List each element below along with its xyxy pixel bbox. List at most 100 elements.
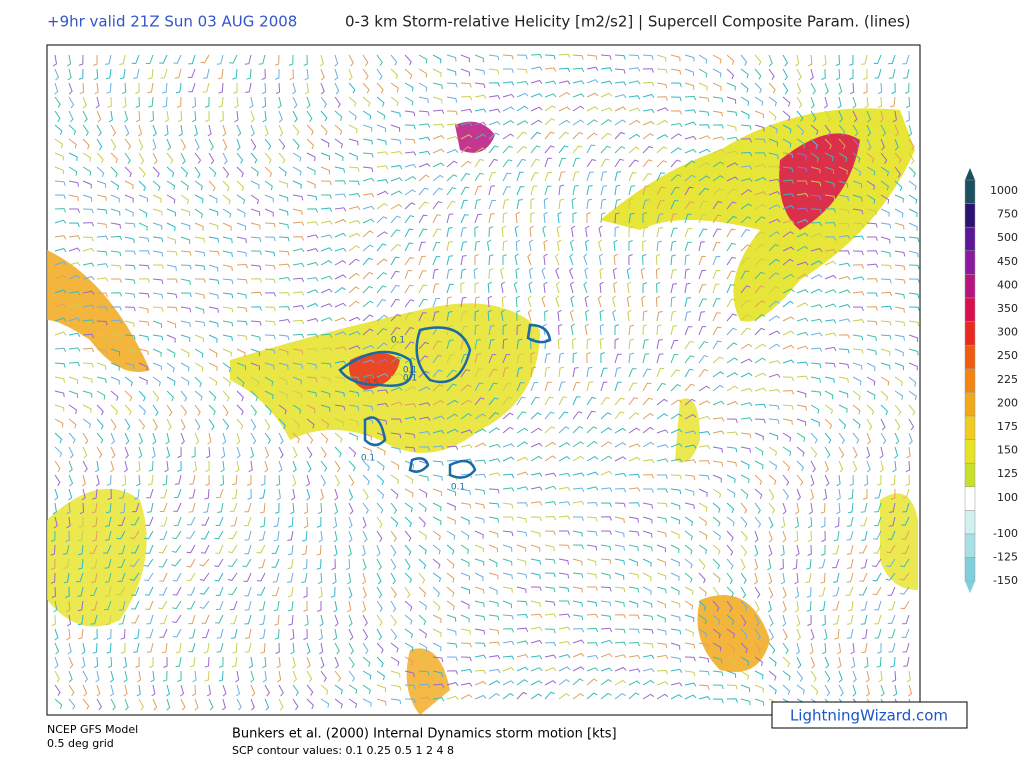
wind-barb <box>796 317 809 322</box>
wind-barb <box>152 376 161 387</box>
wind-barb <box>712 600 720 612</box>
wind-barb <box>276 656 281 669</box>
wind-barb <box>432 697 445 702</box>
wind-barb <box>628 692 640 700</box>
wind-barb <box>376 165 389 170</box>
wind-barb <box>859 572 868 582</box>
wind-barb <box>712 82 722 91</box>
wind-barb <box>726 401 739 406</box>
wind-barb <box>614 544 625 551</box>
wind-barb <box>782 614 787 627</box>
wind-barb <box>754 684 764 693</box>
wind-barb <box>768 530 773 543</box>
wind-barb <box>418 370 430 378</box>
wind-barb <box>218 96 224 108</box>
wind-barb <box>584 323 589 336</box>
wind-barb <box>474 544 484 553</box>
wind-barb <box>850 642 855 655</box>
wind-barb <box>222 684 227 697</box>
wind-barb <box>712 430 725 435</box>
wind-barb <box>726 572 733 584</box>
wind-barb <box>446 96 458 103</box>
wind-barb <box>740 124 752 130</box>
wind-barb <box>180 180 189 191</box>
wind-barb <box>460 369 471 378</box>
wind-barb <box>838 235 851 240</box>
wind-barb <box>585 309 590 322</box>
wind-barb <box>362 474 370 486</box>
wind-barb <box>754 216 766 224</box>
wind-barb <box>222 362 231 373</box>
wind-barb <box>558 654 571 659</box>
wind-barb <box>863 69 868 80</box>
wind-barb <box>278 362 289 370</box>
wind-barb <box>96 277 109 282</box>
wind-barb <box>642 159 653 168</box>
wind-barb <box>810 166 821 174</box>
wind-barb <box>418 488 428 498</box>
wind-barb <box>880 362 891 370</box>
wind-barb <box>159 54 168 64</box>
wind-barb <box>460 95 473 101</box>
wind-barb <box>824 110 832 122</box>
wind-barb <box>684 530 693 541</box>
wind-barb <box>460 544 470 555</box>
wind-barb <box>600 487 613 492</box>
wind-barb <box>586 198 593 210</box>
wind-barb <box>460 311 467 322</box>
wind-barb <box>614 472 627 478</box>
wind-barb <box>292 221 305 226</box>
wind-barb <box>105 68 112 80</box>
wind-barb <box>488 600 499 607</box>
wind-barb <box>516 441 528 448</box>
wind-barb <box>903 656 910 667</box>
wind-barb <box>888 68 896 79</box>
wind-barb <box>740 203 752 210</box>
wind-barb <box>138 432 143 445</box>
wind-barb <box>726 313 737 322</box>
wind-barb <box>460 694 473 700</box>
wind-barb <box>222 180 230 192</box>
wind-barb <box>96 292 108 297</box>
wind-barb <box>488 145 499 154</box>
wind-barb <box>904 82 910 94</box>
wind-barb <box>376 96 385 107</box>
wind-barb <box>796 488 801 501</box>
wind-barb <box>740 387 753 392</box>
scp-contour <box>526 323 552 344</box>
wind-barb <box>460 68 470 77</box>
wind-barb <box>569 281 574 294</box>
wind-barb <box>768 286 780 294</box>
wind-barb <box>54 152 64 161</box>
legend-label: 250 <box>997 349 1018 362</box>
wind-barb <box>110 222 122 229</box>
wind-barb <box>530 530 541 538</box>
wind-barb <box>657 488 668 493</box>
wind-barb <box>376 488 385 499</box>
wind-barb <box>684 694 697 700</box>
wind-barb <box>104 530 112 541</box>
wind-barb <box>558 171 566 182</box>
wind-barb <box>178 124 183 137</box>
wind-barb <box>866 208 877 216</box>
wind-barb <box>860 614 868 625</box>
wind-barb <box>236 194 246 205</box>
wind-barb <box>824 303 837 308</box>
wind-barb <box>656 339 663 350</box>
wind-barb <box>54 219 67 224</box>
map-title: 0-3 km Storm-relative Helicity [m2/s2] |… <box>345 13 911 31</box>
wind-barb <box>54 274 67 280</box>
wind-barb <box>877 82 883 95</box>
wind-barb <box>390 432 402 439</box>
wind-barb <box>474 147 487 154</box>
wind-barb <box>348 628 354 641</box>
wind-barb <box>250 124 255 137</box>
valid-time: +9hr valid 21Z Sun 03 AUG 2008 <box>47 13 297 31</box>
wind-barb <box>502 93 515 98</box>
wind-barb <box>208 166 217 177</box>
wind-barb <box>852 96 857 109</box>
wind-barb <box>260 642 266 654</box>
wind-barb <box>558 486 571 492</box>
wind-barb <box>362 68 369 80</box>
wind-barb <box>236 124 242 137</box>
